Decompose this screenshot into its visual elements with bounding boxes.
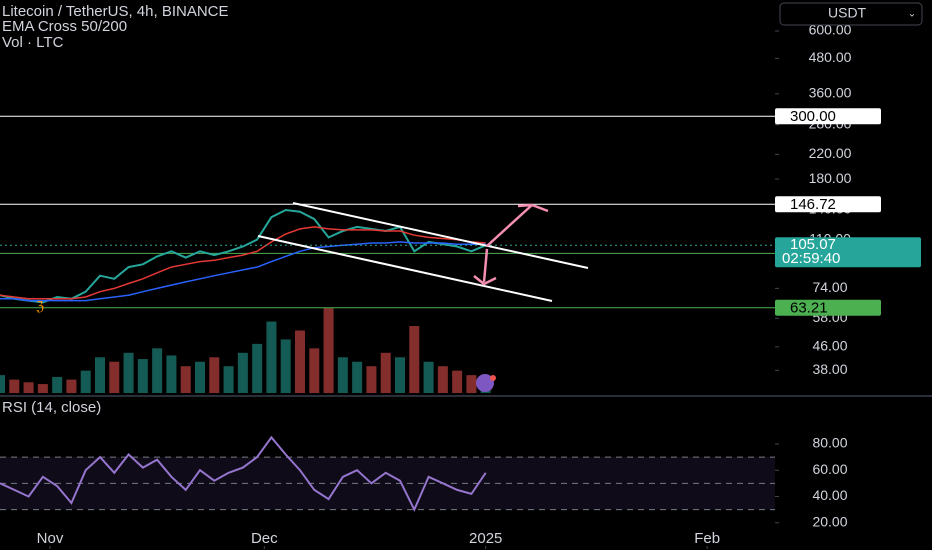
event-icon: ℨ xyxy=(36,298,44,313)
volume-bar xyxy=(323,308,334,393)
volume-bar xyxy=(266,321,277,393)
volume-bar xyxy=(209,357,220,393)
volume-bar xyxy=(352,361,363,393)
channel-lower xyxy=(257,235,553,302)
y-tick-label: 74.00 xyxy=(812,279,847,295)
y-tick-label: 60.00 xyxy=(812,461,847,477)
y-tick-label: 600.00 xyxy=(809,22,852,38)
price-tag-label: 146.72 xyxy=(790,196,836,213)
currency-caret: ⌄ xyxy=(908,9,916,20)
volume-bar xyxy=(395,357,405,393)
volume-bar xyxy=(366,366,377,393)
ideas-badge xyxy=(490,375,496,381)
chart-title: Litecoin / TetherUS, 4h, BINANCE xyxy=(2,3,229,20)
last-price-label: 105.07 xyxy=(790,236,836,253)
volume-bar xyxy=(195,361,205,393)
indicator-label: Vol · LTC xyxy=(2,34,64,51)
volume-bar xyxy=(137,359,148,393)
volume-bar xyxy=(452,370,463,393)
indicator-label: EMA Cross 50/200 xyxy=(2,18,127,35)
price-tag xyxy=(775,196,881,213)
channel-upper xyxy=(292,202,589,269)
volume-bar xyxy=(237,352,248,393)
x-tick-label: Feb xyxy=(694,530,720,547)
plot: 600.00480.00360.00280.00220.00180.00140.… xyxy=(0,22,852,549)
y-tick-label: 20.00 xyxy=(812,513,847,529)
price-line xyxy=(0,241,486,302)
volume-bar xyxy=(337,357,348,393)
rsi-title: RSI (14, close) xyxy=(2,399,101,416)
volume-bar xyxy=(223,366,234,393)
y-tick-label: 480.00 xyxy=(809,49,852,65)
volume-bar xyxy=(423,361,434,393)
countdown: 02:59:40 xyxy=(782,250,840,267)
price-tag-label: 63.21 xyxy=(790,300,828,317)
price-tag xyxy=(775,299,881,316)
volume-bar xyxy=(295,330,305,393)
volume-bar xyxy=(109,361,120,393)
volume-bar xyxy=(95,357,105,393)
volume-bar xyxy=(123,352,134,393)
arrow-up xyxy=(486,203,549,247)
volume-bar xyxy=(466,375,477,393)
y-tick-label: 38.00 xyxy=(812,361,847,377)
price-tag xyxy=(775,108,881,125)
volume-bar xyxy=(9,379,20,393)
volume-bar xyxy=(380,352,391,393)
currency-label: USDT xyxy=(828,5,867,21)
x-tick-label: 2025 xyxy=(469,530,502,547)
last-price-tag xyxy=(775,237,921,268)
volume-bar xyxy=(52,376,63,393)
volume-bar xyxy=(37,384,48,393)
arrow-down xyxy=(473,248,497,286)
volume-bar xyxy=(280,339,291,393)
price-line xyxy=(0,435,487,512)
volume-bar xyxy=(23,382,34,393)
volume-bar xyxy=(152,348,163,393)
volume-bar xyxy=(409,326,420,393)
y-tick-label: 40.00 xyxy=(812,487,847,503)
ideas-icon[interactable] xyxy=(476,374,494,392)
y-tick-label: 180.00 xyxy=(809,170,852,186)
volume-bar xyxy=(166,355,177,393)
price-line xyxy=(0,226,486,300)
price-line xyxy=(0,208,487,304)
price-tag-label: 300.00 xyxy=(790,108,836,125)
currency-button[interactable] xyxy=(779,2,923,26)
volume-bar xyxy=(0,375,5,393)
y-tick-label: 360.00 xyxy=(809,85,852,101)
volume-bar xyxy=(252,343,263,393)
y-tick-label: 220.00 xyxy=(809,145,852,161)
x-tick-label: Nov xyxy=(37,530,64,547)
volume-bar xyxy=(66,379,77,393)
volume-bar xyxy=(80,370,91,393)
y-tick-label: 80.00 xyxy=(812,435,847,451)
volume-bar xyxy=(180,366,191,393)
x-tick-label: Dec xyxy=(251,530,278,547)
volume-bar xyxy=(437,366,448,393)
y-tick-label: 46.00 xyxy=(812,338,847,354)
volume-bar xyxy=(309,348,320,393)
